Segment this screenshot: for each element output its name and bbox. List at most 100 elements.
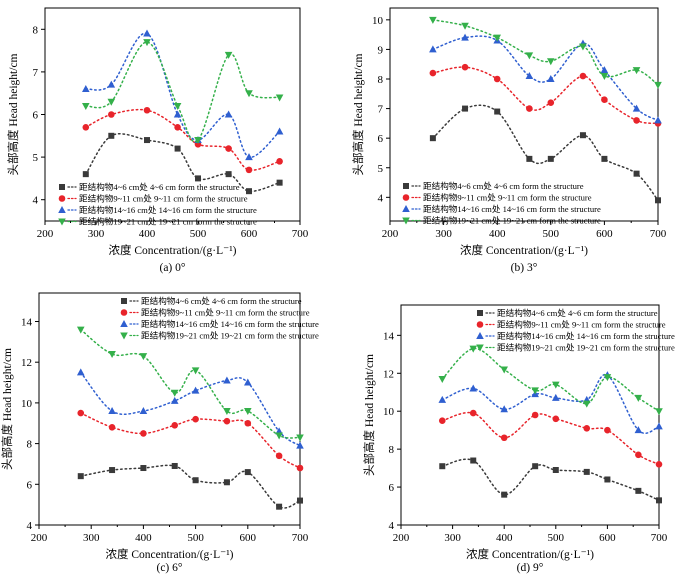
data-point [462, 105, 469, 112]
panel-a: 200 300 400 500 600 700 4 5 6 7 8 浓度 Concentration/… [6, 7, 309, 274]
y-tick-label: 14 [383, 330, 395, 342]
data-point [245, 90, 253, 98]
y-axis-title: 头部高度 Head height/cm [362, 354, 376, 476]
legend-marker [59, 184, 65, 190]
data-point [634, 426, 643, 434]
series-trend-line [441, 347, 660, 412]
data-point [655, 422, 663, 430]
data-point [194, 137, 202, 145]
legend-marker [402, 205, 410, 212]
data-point [438, 417, 446, 424]
legend-label: 距结构物9~11 cm处 9~11 cm form the structure [79, 193, 248, 204]
x-tick-label: 400 [139, 228, 156, 240]
x-tick-label: 300 [444, 532, 461, 544]
panel-c: 200 300 400 500 600 700 4 6 8 10 12 14 浓度 Concentrat… [0, 292, 319, 574]
data-point [601, 155, 608, 162]
panel-b: 200 300 400 500 600 700 4 5 6 7 8 9 10 浓度 Concentrati… [351, 7, 667, 274]
panel-caption: (a) 0° [160, 262, 186, 274]
series-trend-line [85, 32, 281, 158]
y-tick-label: 6 [378, 133, 384, 145]
legend-label: 距结构物14~16 cm处 14~16 cm form the structur… [423, 203, 601, 214]
y-tick-label: 6 [27, 479, 33, 491]
data-point [108, 351, 116, 359]
data-point [603, 374, 612, 382]
data-point [82, 84, 90, 92]
panel-caption: (d) 9° [517, 562, 544, 574]
legend-label: 距结构物14~16 cm处 14~16 cm form the structur… [497, 330, 675, 341]
legend: 距结构物4~6 cm处 4~6 cm form the structure距结构… [58, 181, 257, 227]
x-tick-label: 300 [83, 532, 100, 544]
data-point [470, 457, 477, 464]
series-2 [82, 106, 283, 174]
data-point [655, 408, 663, 416]
data-point [244, 469, 251, 476]
data-point [655, 461, 663, 468]
data-point [171, 421, 179, 429]
data-point [635, 487, 642, 494]
series-trend-line [441, 458, 660, 502]
data-point [525, 52, 534, 60]
x-tick-label: 300 [88, 228, 105, 240]
data-point [245, 153, 253, 161]
legend-marker [402, 194, 410, 201]
data-point [108, 424, 116, 431]
legend-label: 距结构物4~6 cm处 4~6 cm form the structure [141, 295, 302, 306]
data-point [531, 387, 539, 395]
legend-marker [403, 183, 409, 189]
data-point [493, 75, 501, 83]
x-tick-label: 700 [292, 228, 309, 240]
series-trend-line [80, 412, 301, 469]
x-tick-label: 600 [241, 228, 258, 240]
legend-marker [477, 310, 483, 316]
data-point [107, 80, 116, 88]
data-point [600, 73, 609, 81]
x-axis-title: 浓度 Concentration/(g·L⁻¹) [460, 243, 588, 257]
data-point [246, 188, 252, 195]
data-point [224, 110, 233, 118]
y-tick-label: 4 [378, 192, 384, 204]
data-point [223, 417, 231, 425]
data-point [461, 63, 469, 71]
data-point [601, 96, 608, 104]
data-point [547, 75, 555, 82]
data-point [635, 451, 642, 459]
data-point [579, 72, 587, 80]
data-point [525, 72, 534, 80]
x-axis-title: 浓度 Concentration/(g·L⁻¹) [466, 547, 594, 561]
data-point [225, 145, 232, 152]
y-tick-label: 4 [33, 195, 39, 207]
series-4 [429, 16, 662, 89]
series-2 [429, 63, 662, 127]
y-tick-label: 12 [21, 357, 32, 369]
series-trend-line [432, 66, 659, 125]
x-tick-label: 700 [292, 532, 309, 544]
panel-caption: (b) 3° [511, 262, 538, 274]
data-point [139, 353, 148, 361]
series-trend-line [80, 464, 301, 509]
data-point [245, 166, 253, 174]
series-1 [429, 104, 661, 204]
y-axis-title: 头部高度 Head height/cm [6, 53, 20, 175]
data-point [276, 503, 283, 510]
data-point [108, 407, 116, 415]
panel-caption: (c) 6° [157, 562, 183, 574]
data-point [109, 467, 116, 474]
legend-label: 距结构物4~6 cm处 4~6 cm form the structure [79, 181, 240, 192]
data-point [143, 29, 151, 37]
series-4 [82, 39, 284, 145]
legend-marker [58, 206, 66, 213]
legend: 距结构物4~6 cm处 4~6 cm form the structure距结构… [120, 295, 319, 341]
data-point [493, 34, 501, 42]
data-point [552, 415, 560, 423]
series-trend-line [80, 371, 301, 447]
x-tick-label: 500 [543, 228, 560, 240]
data-point [225, 171, 232, 178]
data-point [547, 155, 554, 162]
series-trend-line [85, 41, 281, 143]
data-point [140, 465, 147, 472]
x-tick-label: 500 [190, 228, 207, 240]
data-point [143, 106, 151, 114]
data-point [276, 179, 283, 186]
x-tick-label: 600 [596, 228, 613, 240]
series-1 [439, 457, 662, 504]
